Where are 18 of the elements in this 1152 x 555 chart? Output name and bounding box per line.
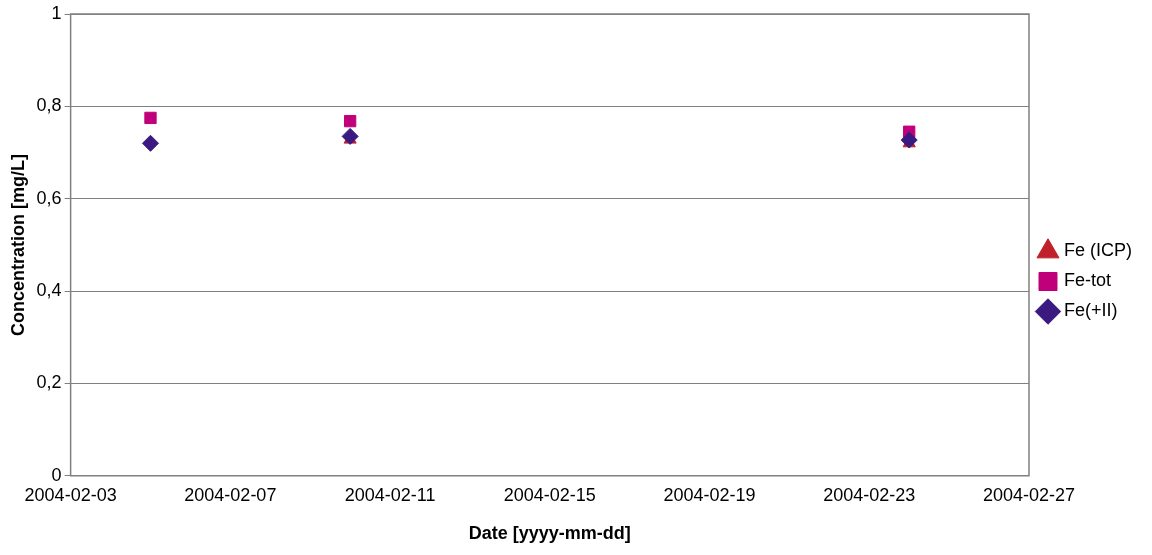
legend-label: Fe (ICP) [1064, 240, 1133, 261]
y-axis-title: Concentration [mg/L] [7, 153, 28, 336]
x-tick-label: 2004-02-23 [823, 484, 916, 505]
y-tick-label: 0,2 [36, 372, 62, 393]
y-tick-label: 0 [51, 464, 62, 485]
x-tick-label: 2004-02-11 [344, 484, 436, 505]
y-tick-label: 1 [51, 2, 62, 23]
x-tick-label: 2004-02-03 [24, 484, 117, 505]
x-tick-label: 2004-02-15 [503, 484, 596, 505]
x-tick-label: 2004-02-27 [982, 484, 1076, 505]
x-tick-label: 2004-02-07 [184, 484, 277, 505]
x-tick-label: 2004-02-19 [663, 484, 756, 505]
x-axis-title: Date [yyyy-mm-dd] [468, 523, 631, 544]
y-tick-label: 0,6 [36, 187, 62, 208]
legend-label: Fe(+II) [1064, 300, 1118, 321]
y-tick-label: 0,4 [36, 280, 62, 301]
legend-label: Fe-tot [1064, 270, 1112, 291]
y-tick-label: 0,8 [36, 95, 62, 116]
